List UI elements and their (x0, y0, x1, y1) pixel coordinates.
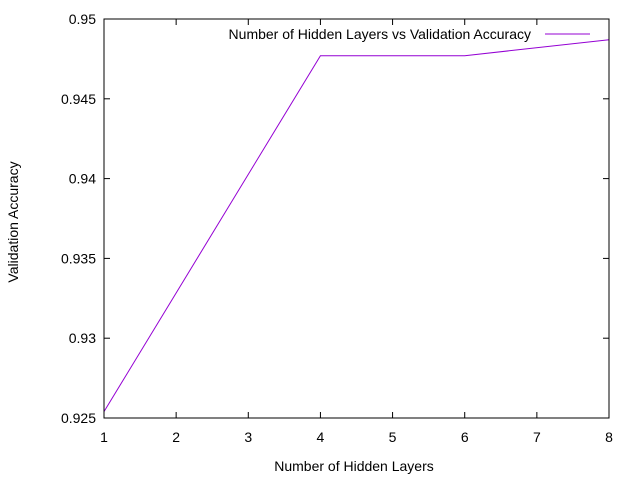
series-line (103, 39, 610, 412)
x-tick-label: 7 (533, 429, 541, 445)
y-tick-label: 0.93 (69, 330, 96, 346)
y-tick-label: 0.94 (69, 171, 96, 187)
series-layer (103, 39, 610, 412)
x-tick-label: 5 (389, 429, 397, 445)
legend-label: Number of Hidden Layers vs Validation Ac… (229, 26, 531, 42)
x-tick-label: 2 (172, 429, 180, 445)
legend: Number of Hidden Layers vs Validation Ac… (229, 26, 590, 42)
plot-frame (103, 18, 610, 419)
y-axis-label: Validation Accuracy (5, 161, 21, 282)
x-tick-label: 3 (244, 429, 252, 445)
y-axis-ticks: 0.925 0.93 0.935 0.94 0.945 0.95 (61, 11, 609, 426)
y-tick-label: 0.935 (61, 250, 96, 266)
x-tick-label: 1 (100, 429, 108, 445)
x-tick-label: 4 (317, 429, 325, 445)
y-tick-label: 0.945 (61, 91, 96, 107)
y-tick-label: 0.95 (69, 11, 96, 27)
x-tick-label: 6 (461, 429, 469, 445)
x-axis-label: Number of Hidden Layers (274, 458, 434, 474)
y-tick-label: 0.925 (61, 410, 96, 426)
x-tick-label: 8 (605, 429, 613, 445)
